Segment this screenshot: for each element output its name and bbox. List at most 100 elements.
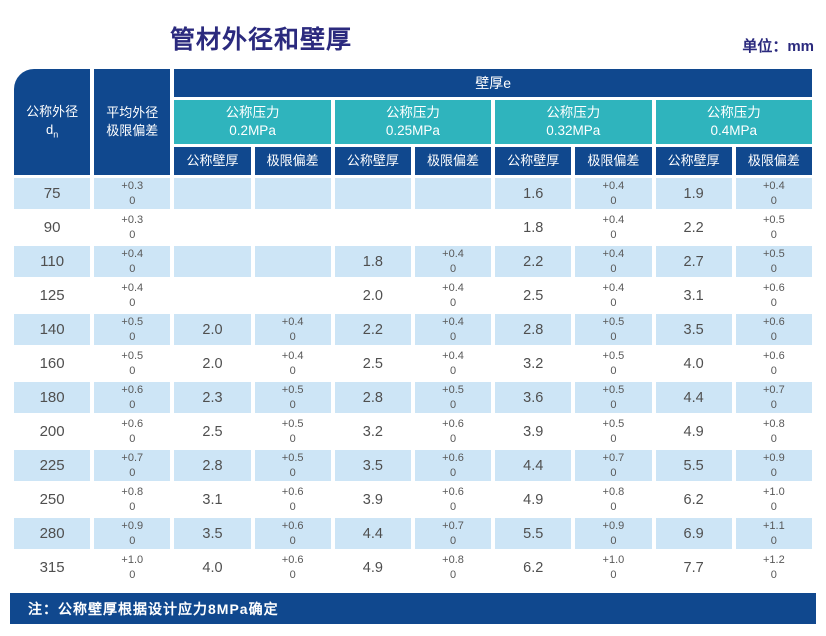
pressure-label: 公称压力 [706,104,761,120]
wall-deviation: +0.4 0 [414,280,492,311]
wall-deviation: +0.8 0 [575,484,652,515]
note-text: 注：公称壁厚根据设计应力8MPa确定 [28,600,279,617]
deviation-value: +0.5 0 [762,248,785,275]
deviation-value: +0.5 0 [121,350,144,377]
wall-thickness-value: 5.5 [655,450,732,481]
wall-deviation: +0.6 0 [735,280,812,311]
wall-deviation: +0.5 0 [575,416,652,447]
table-row: 250 +0.8 0 3.1 +0.6 0 3.9 +0.6 0 4.9 +0.8 0 6.2 +1.0 0 [14,484,812,515]
deviation-value: +1.0 0 [121,554,144,581]
subheader-limit-deviation: 极限偏差 [575,147,652,175]
deviation-value: +0.4 0 [281,350,304,377]
deviation-value: +0.6 0 [281,486,304,513]
header-row-pressure: 公称压力 0.2MPa 公称压力 0.25MPa 公称压力 0.32MPa 公称… [14,100,812,144]
deviation-value: +0.4 0 [442,282,464,309]
wall-deviation: +0.4 0 [575,212,652,243]
deviation-value: +0.6 0 [762,316,785,343]
wall-thickness-value: 1.6 [495,178,572,209]
dn-deviation: +0.5 0 [94,314,171,345]
wall-deviation: +1.0 0 [575,552,652,583]
wall-deviation: +0.5 0 [575,348,652,379]
wall-thickness-value: 3.1 [174,484,251,515]
wall-deviation: +0.6 0 [735,314,812,345]
pressure-value: 0.32MPa [546,123,601,138]
dn-value: 315 [14,552,91,583]
pressure-group-0.4MPa: 公称压力 0.4MPa [655,100,812,144]
wall-thickness-value: 3.2 [495,348,572,379]
deviation-value: +0.6 0 [442,418,464,445]
wall-thickness-value: 4.0 [174,552,251,583]
dn-value: 90 [14,212,91,243]
dn-deviation: +0.8 0 [94,484,171,515]
deviation-value: +0.5 0 [602,384,625,411]
col-header-line1: 公称外径 [26,104,79,120]
pressure-group-0.32MPa: 公称压力 0.32MPa [495,100,652,144]
page-title: 管材外径和壁厚 [170,26,353,54]
wall-thickness-value: 2.5 [174,416,251,447]
dn-value: 160 [14,348,91,379]
wall-deviation: +0.6 0 [735,348,812,379]
deviation-value: +0.7 0 [602,452,625,479]
wall-deviation: +0.4 0 [735,178,812,209]
dn-value: 180 [14,382,91,413]
wall-deviation: +0.6 0 [414,450,492,481]
deviation-value: +0.6 0 [762,350,785,377]
symbol-base: d [45,121,54,137]
table-row: 315 +1.0 0 4.0 +0.6 0 4.9 +0.8 0 6.2 +1.0 0 7.7 +1.2 0 [14,552,812,583]
wall-thickness-value: 5.5 [495,518,572,549]
symbol-sub: n [53,129,59,140]
table-row: 160 +0.5 0 2.0 +0.4 0 2.5 +0.4 0 3.2 +0.5 0 4.0 +0.6 0 [14,348,812,379]
wall-thickness-value: 4.9 [655,416,732,447]
wall-thickness-value: 3.5 [655,314,732,345]
deviation-value: +0.6 0 [281,520,304,547]
dn-deviation: +0.7 0 [94,450,171,481]
dn-deviation: +0.3 0 [94,212,171,243]
table-row: 180 +0.6 0 2.3 +0.5 0 2.8 +0.5 0 3.6 +0.5 0 4.4 +0.7 0 [14,382,812,413]
wall-thickness-value: 3.9 [495,416,572,447]
wall-deviation: +0.7 0 [735,382,812,413]
wall-thickness-value: 2.8 [174,450,251,481]
table-row: 140 +0.5 0 2.0 +0.4 0 2.2 +0.4 0 2.8 +0.5 0 3.5 +0.6 0 [14,314,812,345]
deviation-value: +0.3 0 [121,214,144,241]
wall-deviation: +1.1 0 [735,518,812,549]
deviation-value: +0.8 0 [602,486,625,513]
wall-thickness-value: 4.9 [495,484,572,515]
subheader-nominal-wall: 公称壁厚 [334,147,411,175]
title-row: 管材外径和壁厚 单位：mm [0,0,826,56]
wall-thickness-value [334,178,411,209]
deviation-value: +0.6 0 [121,384,144,411]
deviation-value: +0.4 0 [442,316,464,343]
wall-deviation: +0.4 0 [575,178,652,209]
deviation-value: +1.2 0 [762,554,785,581]
dn-deviation: +0.4 0 [94,280,171,311]
deviation-value: +0.6 0 [281,554,304,581]
col-header-avg-outer-diameter-deviation: 平均外径 极限偏差 [94,69,171,175]
wall-thickness-value: 3.1 [655,280,732,311]
wall-thickness-value: 1.9 [655,178,732,209]
header-row-sub: 公称壁厚 极限偏差 公称壁厚 极限偏差 公称壁厚 极限偏差 公称壁厚 极限偏差 [14,147,812,175]
dn-value: 250 [14,484,91,515]
deviation-value: +0.5 0 [121,316,144,343]
deviation-value: +0.6 0 [762,282,785,309]
wall-thickness-value: 2.5 [495,280,572,311]
pressure-value: 0.25MPa [385,123,440,138]
dn-deviation: +0.9 0 [94,518,171,549]
wall-deviation [254,212,331,243]
table-row: 90 +0.3 0 1.8 +0.4 0 2.2 +0.5 0 [14,212,812,243]
col-header-symbol: dn [14,121,90,141]
col-header-nominal-outer-diameter: 公称外径 dn [14,69,91,175]
deviation-value: +0.5 0 [281,384,304,411]
dn-deviation: +0.5 0 [94,348,171,379]
wall-thickness-value [174,280,251,311]
dn-value: 75 [14,178,91,209]
wall-thickness-value [334,212,411,243]
wall-thickness-value: 4.0 [655,348,732,379]
subheader-nominal-wall: 公称壁厚 [655,147,732,175]
wall-thickness-value: 2.0 [334,280,411,311]
deviation-value: +0.4 0 [602,282,625,309]
table-row: 110 +0.4 0 1.8 +0.4 0 2.2 +0.4 0 2.7 +0.5 0 [14,246,812,277]
subheader-nominal-wall: 公称壁厚 [495,147,572,175]
wall-thickness-value: 3.2 [334,416,411,447]
table-body: 75 +0.3 0 1.6 +0.4 0 1.9 +0.4 0 90 +0.3 0 1.8 +0.4 0 2.… [14,178,812,583]
